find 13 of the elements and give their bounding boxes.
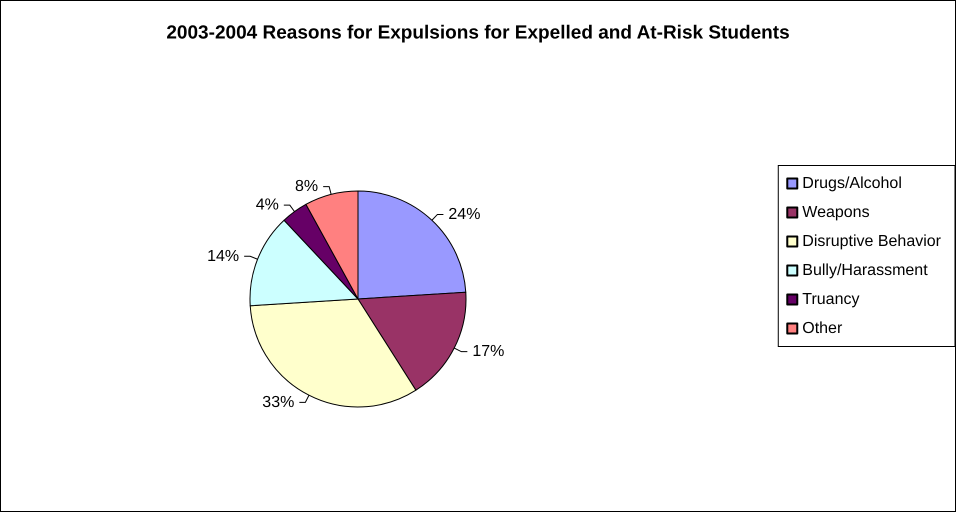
legend-label: Bully/Harassment — [802, 262, 928, 279]
legend-label: Truancy — [802, 291, 860, 308]
legend-label: Other — [802, 320, 843, 337]
legend-label: Drugs/Alcohol — [802, 175, 902, 192]
legend-label: Weapons — [802, 204, 870, 221]
data-label: 24% — [448, 206, 480, 223]
data-label: 4% — [256, 196, 279, 214]
chart-title: 2003-2004 Reasons for Expulsions for Expelled and At-Risk Students — [166, 22, 790, 44]
data-label: 33% — [262, 394, 294, 411]
data-label: 14% — [207, 248, 240, 265]
legend-label: Disruptive Behavior — [802, 233, 942, 250]
data-label: 8% — [295, 178, 318, 196]
data-label: 17% — [472, 343, 504, 360]
